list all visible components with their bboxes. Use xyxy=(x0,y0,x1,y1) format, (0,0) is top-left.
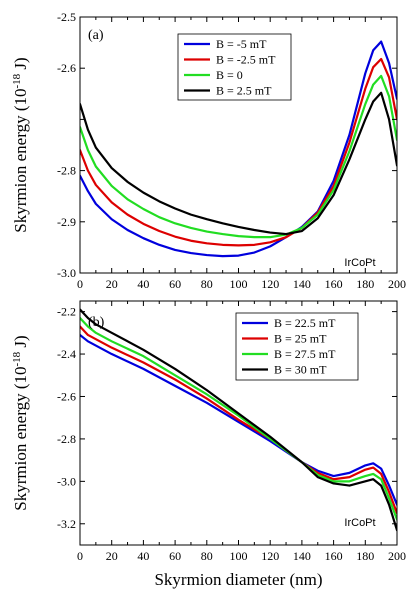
material-label: IrCoPt xyxy=(344,257,375,269)
x-tick-label: 200 xyxy=(388,549,406,563)
y-axis-label: Skyrmion energy (10-18 J) xyxy=(11,57,30,232)
legend-label: B = -2.5 mT xyxy=(216,53,276,67)
y-tick-label: -2.6 xyxy=(57,389,76,403)
y-tick-label: -2.2 xyxy=(57,305,76,319)
x-tick-label: 100 xyxy=(230,277,248,291)
x-tick-label: 180 xyxy=(356,277,374,291)
y-tick-label: -2.6 xyxy=(57,61,76,75)
y-tick-label: -2.9 xyxy=(57,215,76,229)
legend: B = 22.5 mT B = 25 mTB = 27.5 mT B = 30 mT xyxy=(235,312,359,381)
chart-panel-a: 0 20 40 60 80 100 120 140 160 180 200 -3.0 -2.9 -2.8 -… xyxy=(11,10,406,291)
x-tick-label: 40 xyxy=(137,549,149,563)
x-tick-label: 80 xyxy=(201,549,213,563)
x-tick-label: 160 xyxy=(325,549,343,563)
x-tick-label: 120 xyxy=(261,277,279,291)
x-tick-label: 180 xyxy=(356,549,374,563)
series-group xyxy=(80,40,397,258)
x-tick-label: 0 xyxy=(77,277,83,291)
y-axis-label-unit: J) xyxy=(11,57,30,74)
y-tick-label: -3.0 xyxy=(57,474,76,488)
panel-label: (b) xyxy=(88,315,105,330)
y-axis-label-text: Skyrmion energy (10 xyxy=(11,89,30,233)
x-tick-label: 60 xyxy=(169,277,181,291)
x-tick-label: 40 xyxy=(137,277,149,291)
legend-label: B = 2.5 mT xyxy=(216,84,272,98)
y-tick-label: -3.2 xyxy=(57,517,76,531)
x-tick-label: 140 xyxy=(293,549,311,563)
y-axis-label-exponent: -18 xyxy=(11,73,23,88)
y-tick-label: -2.8 xyxy=(57,164,76,178)
x-tick-label: 80 xyxy=(201,277,213,291)
x-tick-label: 100 xyxy=(230,549,248,563)
legend-label: B = 22.5 mT xyxy=(274,316,336,330)
legend-label: B = 0 xyxy=(216,68,243,82)
material-label: IrCoPt xyxy=(344,517,375,529)
y-axis-label-text: Skyrmion energy (10 xyxy=(11,367,30,511)
series-line-4 xyxy=(80,91,397,236)
x-tick-label: 200 xyxy=(388,277,406,291)
x-tick-label: 160 xyxy=(325,277,343,291)
x-tick-label: 0 xyxy=(77,549,83,563)
x-axis-label: Skyrmion diameter (nm) xyxy=(154,570,322,589)
x-tick-label: 60 xyxy=(169,549,181,563)
y-tick-label: -2.8 xyxy=(57,432,76,446)
legend-label: B = 30 mT xyxy=(274,363,327,377)
series-group xyxy=(80,308,397,532)
y-tick-label: -3.0 xyxy=(57,266,76,280)
x-tick-label: 140 xyxy=(293,277,311,291)
x-tick-label: 20 xyxy=(106,277,118,291)
y-axis-label-unit: J) xyxy=(11,335,30,352)
series-line-4 xyxy=(80,308,397,532)
x-tick-label: 120 xyxy=(261,549,279,563)
panel-label: (a) xyxy=(88,28,104,43)
series-line-2 xyxy=(80,57,397,247)
y-axis-label: Skyrmion energy (10-18 J) xyxy=(11,335,30,510)
x-tick-label: 20 xyxy=(106,549,118,563)
chart-panel-b: 0 20 40 60 80 100 120 140 160 180 200 -3.2 -3.0 -2.8 -… xyxy=(11,300,406,589)
series-line-3 xyxy=(80,74,397,239)
series-line-1 xyxy=(80,40,397,258)
legend-label: B = 25 mT xyxy=(274,332,327,346)
legend-label: B = -5 mT xyxy=(216,37,267,51)
legend-label: B = 27.5 mT xyxy=(274,347,336,361)
y-tick-label: -2.5 xyxy=(57,10,76,24)
legend: B = -5 mT B = -2.5 mTB = 0 B = 2.5 mT xyxy=(177,33,292,101)
y-axis-label-exponent: -18 xyxy=(11,351,23,366)
y-tick-label: -2.4 xyxy=(57,347,76,361)
